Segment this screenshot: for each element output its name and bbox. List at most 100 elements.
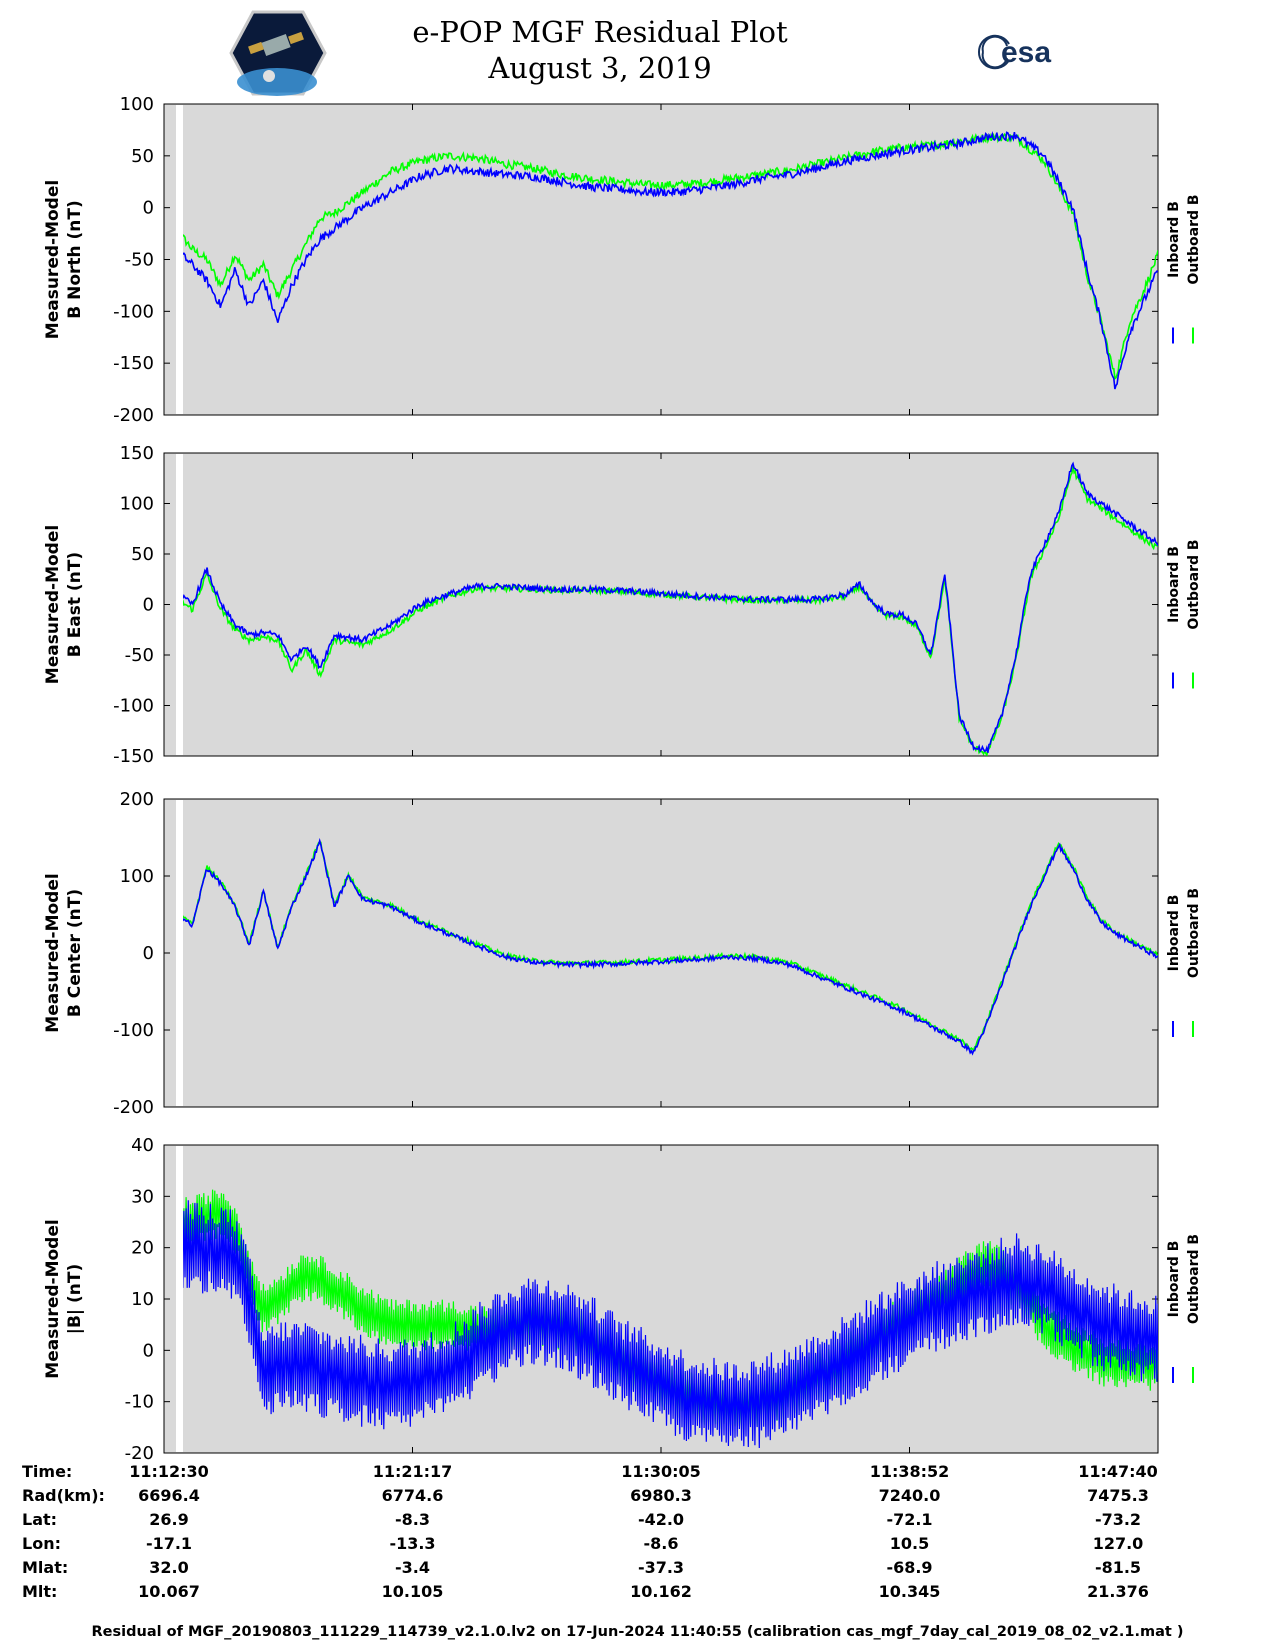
- legend-outboard-label: Outboard B: [1186, 194, 1202, 284]
- y-axis-label: Measured-Model B East (nT): [43, 525, 85, 684]
- y-tick-label: -50: [125, 645, 154, 666]
- info-value: 11:21:17: [372, 1462, 453, 1481]
- info-label: Time:: [22, 1462, 73, 1481]
- y-axis-label: Measured-Model B Center (nT): [43, 873, 85, 1032]
- info-value: -17.1: [145, 1534, 193, 1553]
- data-gap: [176, 105, 183, 414]
- y-tick-label: -100: [113, 301, 154, 322]
- y-axis-label-line2: B Center (nT): [65, 889, 85, 1017]
- y-tick-label: 150: [120, 443, 154, 464]
- series-inboard: [183, 1200, 1158, 1449]
- info-value: 6774.6: [381, 1486, 444, 1505]
- info-value: 11:12:30: [129, 1462, 209, 1481]
- info-label: Lon:: [22, 1534, 61, 1553]
- legend-outboard-label: Outboard B: [1186, 539, 1202, 629]
- info-value: 32.0: [149, 1558, 189, 1577]
- info-value: 10.162: [630, 1582, 692, 1601]
- y-axis-label-line1: Measured-Model: [43, 180, 63, 339]
- info-value: 11:47:40: [1078, 1462, 1158, 1481]
- y-tick-label: -10: [125, 1392, 154, 1413]
- info-value: 6980.3: [630, 1486, 692, 1505]
- y-axis-label-line1: Measured-Model: [43, 873, 63, 1032]
- y-tick-label: 0: [143, 198, 154, 219]
- info-value: -68.9: [886, 1558, 933, 1577]
- info-label: Rad(km):: [22, 1486, 105, 1505]
- legend-outboard-label: Outboard B: [1186, 888, 1202, 978]
- y-tick-label: 200: [120, 789, 154, 810]
- info-value: -73.2: [1094, 1510, 1142, 1529]
- info-label: Mlt:: [22, 1582, 58, 1601]
- y-tick-label: -200: [113, 405, 154, 426]
- info-value: 6696.4: [138, 1486, 200, 1505]
- y-axis-label: Measured-Model |B| (nT): [43, 1219, 85, 1378]
- y-tick-label: 100: [120, 866, 154, 887]
- legend-inboard-label: Inboard B: [1166, 546, 1182, 623]
- series-inboard: [183, 131, 1158, 390]
- y-tick-label: 10: [131, 1289, 154, 1310]
- info-value: -3.4: [395, 1558, 430, 1577]
- chart-title-line2: August 3, 2019: [488, 51, 712, 85]
- footer-caption: Residual of MGF_20190803_111229_114739_v…: [91, 1624, 1184, 1640]
- y-axis-label-line2: B East (nT): [65, 552, 85, 657]
- y-tick-label: 50: [131, 146, 154, 167]
- y-axis-label: Measured-Model B North (nT): [43, 180, 85, 339]
- chart-title-line1: e-POP MGF Residual Plot: [412, 15, 788, 49]
- y-tick-label: 50: [131, 544, 154, 565]
- info-value: 7475.3: [1087, 1486, 1149, 1505]
- esa-logo: esa: [977, 34, 1051, 70]
- panel-center: 200 100 0 -100 -200 Measured-Model B Center (n…: [43, 789, 1202, 1118]
- y-tick-label: 30: [131, 1186, 154, 1207]
- info-value: 10.345: [878, 1582, 941, 1601]
- series-inboard: [183, 837, 1158, 1056]
- y-axis-label-line1: Measured-Model: [43, 525, 63, 684]
- info-value: 10.105: [381, 1582, 444, 1601]
- panel-north: 100 50 0 -50 -100 -150 -200 Measured-Model B Nor…: [43, 94, 1202, 426]
- info-value: 26.9: [149, 1510, 189, 1529]
- plot-area: [163, 1144, 1159, 1454]
- info-value: 21.376: [1087, 1582, 1149, 1601]
- info-value: -81.5: [1094, 1558, 1142, 1577]
- info-value: 10.067: [138, 1582, 200, 1601]
- y-tick-label: -50: [125, 250, 154, 271]
- y-tick-label: -100: [113, 1020, 154, 1041]
- info-value: -8.3: [395, 1510, 430, 1529]
- plot-area: [163, 798, 1159, 1108]
- plot-area: [163, 103, 1159, 416]
- info-value: -8.6: [643, 1534, 679, 1553]
- y-axis-label-line2: |B| (nT): [65, 1264, 85, 1335]
- panel-magnitude: 40 30 20 10 0 -10 -20 Measured-Model |B| (nT) Inb…: [43, 1135, 1202, 1460]
- y-axis-label-line2: B North (nT): [65, 200, 85, 319]
- esa-logo-text: esa: [1001, 36, 1051, 69]
- chart-title: e-POP MGF Residual Plot August 3, 2019: [350, 14, 850, 86]
- y-tick-label: -150: [113, 746, 154, 767]
- y-tick-label: 0: [143, 943, 154, 964]
- info-value: -72.1: [886, 1510, 933, 1529]
- y-axis-label-line1: Measured-Model: [43, 1219, 63, 1378]
- y-tick-label: -20: [125, 1443, 154, 1460]
- legend-inboard-label: Inboard B: [1166, 201, 1182, 278]
- legend-inboard-label: Inboard B: [1166, 895, 1182, 972]
- data-gap: [176, 454, 183, 755]
- info-value: -37.3: [637, 1558, 685, 1577]
- y-tick-label: -100: [113, 696, 154, 717]
- data-gap: [176, 1146, 183, 1452]
- info-label: Lat:: [22, 1510, 58, 1529]
- y-tick-label: 100: [120, 494, 154, 515]
- info-value: 11:30:05: [621, 1462, 701, 1481]
- y-tick-label: 40: [131, 1135, 154, 1156]
- info-value: -42.0: [637, 1510, 685, 1529]
- y-tick-label: -150: [113, 353, 154, 374]
- y-tick-label: 0: [143, 595, 154, 616]
- y-tick-label: 100: [120, 94, 154, 115]
- cassiope-logo: [229, 10, 327, 96]
- info-value: 127.0: [1092, 1534, 1144, 1553]
- data-gap: [176, 800, 183, 1106]
- plot-area: [163, 452, 1159, 757]
- legend-inboard-label: Inboard B: [1166, 1241, 1182, 1318]
- info-value: 11:38:52: [869, 1462, 950, 1481]
- info-value: 7240.0: [878, 1486, 941, 1505]
- info-value: -13.3: [389, 1534, 436, 1553]
- info-label: Mlat:: [22, 1558, 69, 1577]
- orbit-info-table: Time: Rad(km): Lat: Lon: Mlat: Mlt: 11:12:30 66…: [0, 1462, 1275, 1632]
